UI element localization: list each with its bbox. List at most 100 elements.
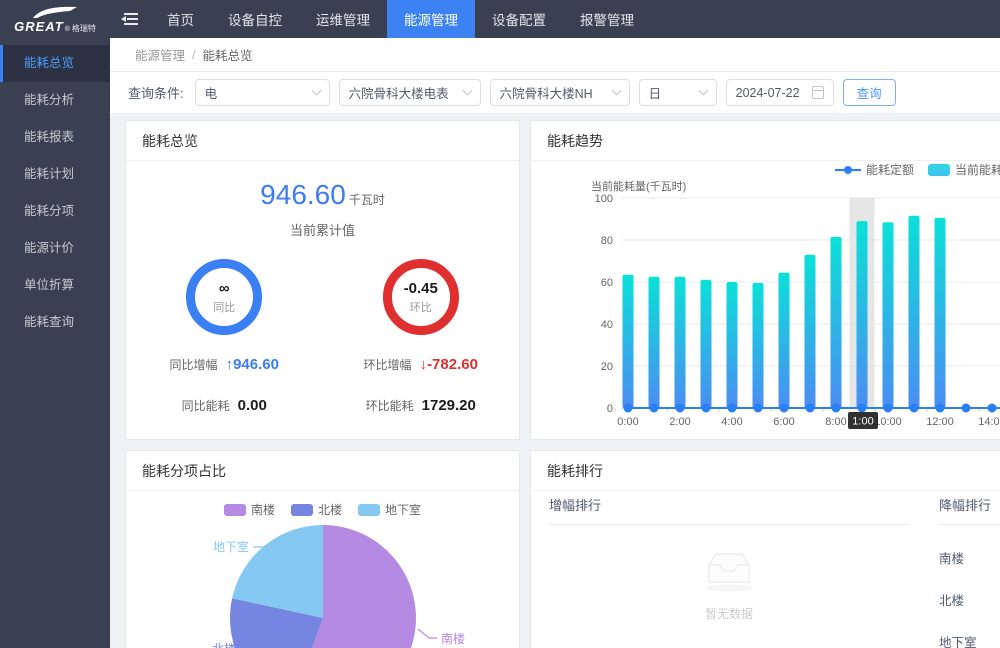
quota-line-icon [835, 165, 861, 175]
query-select-3[interactable]: 日 [639, 79, 717, 106]
svg-text:20: 20 [601, 361, 613, 373]
query-select-2[interactable]: 六院骨科大楼NH [490, 79, 630, 106]
trend-card-title: 能耗趋势 [531, 121, 1000, 161]
brand-name: GREAT [14, 19, 64, 34]
empty-state: 暂无数据 [549, 547, 909, 622]
chevron-down-icon [611, 86, 621, 96]
legend-swatch-icon [224, 504, 246, 516]
mom-energy-label: 环比能耗 [366, 397, 414, 414]
yoy-growth-label: 同比增幅 [170, 356, 218, 373]
nav-item-4[interactable]: 设备配置 [475, 0, 563, 38]
rank-item-0[interactable]: 南楼 [939, 548, 1000, 567]
sidebar-item-2[interactable]: 能耗报表 [0, 119, 110, 156]
rank-item-2[interactable]: 地下室 [939, 632, 1000, 648]
mom-growth-label: 环比增幅 [364, 356, 412, 373]
svg-text:14:00: 14:00 [978, 416, 1000, 428]
collapse-menu-icon [120, 11, 140, 27]
sidebar-collapse-button[interactable] [110, 0, 150, 38]
decrease-rank-section: 降幅排行 南楼北楼地下室 [939, 495, 1000, 648]
top-nav: 首页设备自控运维管理能源管理设备配置报警管理 [150, 0, 651, 38]
svg-text:10:00: 10:00 [874, 416, 902, 428]
svg-text:60: 60 [601, 277, 613, 289]
query-select-1[interactable]: 六院骨科大楼电表 [339, 79, 481, 106]
calendar-icon [812, 86, 824, 99]
query-select-0[interactable]: 电 [195, 79, 330, 106]
sidebar-item-6[interactable]: 单位折算 [0, 267, 110, 304]
svg-text:南楼: 南楼 [441, 631, 465, 646]
svg-text:80: 80 [601, 235, 613, 247]
breadcrumb-separator: / [192, 48, 195, 62]
svg-text:0:00: 0:00 [617, 416, 638, 428]
dashboard-content: 能耗总览 946.60千瓦时 当前累计值 ∞ 同比 [110, 114, 1000, 648]
nav-item-2[interactable]: 运维管理 [299, 0, 387, 38]
yoy-energy-label: 同比能耗 [182, 397, 230, 414]
legend-item-current[interactable]: 当前能耗 [928, 161, 1000, 178]
pie-chart[interactable]: 南楼北楼 地下室 [126, 518, 519, 648]
chevron-down-icon [462, 86, 472, 96]
energy-trend-card: 能耗趋势 能耗定额 当前能耗 当前能耗量(千瓦时) 0204060801000:… [530, 120, 1000, 440]
svg-text:8:00: 8:00 [825, 416, 846, 428]
svg-text:4:00: 4:00 [721, 416, 742, 428]
sidebar-item-1[interactable]: 能耗分析 [0, 82, 110, 119]
svg-text:6:00: 6:00 [773, 416, 794, 428]
breadcrumb-root[interactable]: 能源管理 [135, 45, 185, 64]
brand-logo: GREAT ® 格瑞特 [0, 0, 110, 38]
increase-rank-title: 增幅排行 [549, 495, 909, 525]
sidebar-item-4[interactable]: 能耗分项 [0, 193, 110, 230]
brand-name-cn: 格瑞特 [72, 23, 96, 34]
pie-card-title: 能耗分项占比 [126, 451, 519, 491]
mom-ring-label: 环比 [410, 299, 432, 315]
main-area: 能源管理 / 能耗总览 查询条件: 电六院骨科大楼电表六院骨科大楼NH日 202… [110, 38, 1000, 648]
nav-item-0[interactable]: 首页 [150, 0, 211, 38]
sidebar-item-0[interactable]: 能耗总览 [0, 45, 110, 82]
rank-item-1[interactable]: 北楼 [939, 590, 1000, 609]
current-total-unit: 千瓦时 [349, 193, 385, 207]
svg-text:12:00: 12:00 [926, 416, 954, 428]
query-conditions-label: 查询条件: [128, 83, 184, 102]
yoy-growth-value: ↑946.60 [226, 356, 279, 373]
legend-item-quota[interactable]: 能耗定额 [835, 161, 914, 178]
trend-y-axis-title: 当前能耗量(千瓦时) [591, 178, 686, 194]
mom-ring: -0.45 环比 [383, 259, 459, 335]
mom-ring-value: -0.45 [404, 280, 438, 297]
date-value: 2024-07-22 [736, 86, 800, 100]
chevron-down-icon [311, 86, 321, 96]
svg-text:北楼: 北楼 [212, 641, 236, 648]
energy-share-card: 能耗分项占比 南楼北楼地下室 南楼北楼地下室 [125, 450, 520, 648]
overview-card-title: 能耗总览 [126, 121, 519, 161]
pie-legend-item-2[interactable]: 地下室 [358, 501, 421, 518]
pie-legend-item-1[interactable]: 北楼 [291, 501, 342, 518]
sidebar-item-3[interactable]: 能耗计划 [0, 156, 110, 193]
yoy-ring-label: 同比 [213, 299, 235, 315]
increase-rank-section: 增幅排行 暂无数据 [549, 495, 909, 622]
pie-legend: 南楼北楼地下室 [126, 501, 519, 518]
nav-item-5[interactable]: 报警管理 [563, 0, 651, 38]
trend-chart[interactable]: 0204060801000:002:004:006:008:0010:0012:… [531, 193, 1000, 446]
legend-swatch-icon [291, 504, 313, 516]
energy-rank-card: 能耗排行 增幅排行 暂无数据 降幅排行 南楼北楼地下室 [530, 450, 1000, 648]
svg-text:40: 40 [601, 319, 613, 331]
svg-text:1:00: 1:00 [852, 416, 873, 428]
sidebar-item-7[interactable]: 能耗查询 [0, 304, 110, 341]
date-picker[interactable]: 2024-07-22 [726, 79, 834, 106]
rank-card-title: 能耗排行 [531, 451, 1000, 491]
svg-text:2:00: 2:00 [669, 416, 690, 428]
nav-item-1[interactable]: 设备自控 [211, 0, 299, 38]
breadcrumb-current: 能耗总览 [203, 45, 253, 64]
chevron-down-icon [698, 86, 708, 96]
current-total-value: 946.60 [260, 179, 346, 210]
svg-text:地下室: 地下室 [213, 539, 249, 554]
search-button[interactable]: 查询 [843, 79, 896, 106]
yoy-energy-value: 0.00 [238, 397, 267, 414]
brand-swoosh-icon [32, 6, 78, 19]
yoy-ring-value: ∞ [219, 280, 230, 297]
sidebar-item-5[interactable]: 能源计价 [0, 230, 110, 267]
breadcrumb: 能源管理 / 能耗总览 [110, 38, 1000, 72]
current-total-caption: 当前累计值 [126, 220, 519, 239]
up-arrow-icon: ↑ [226, 356, 234, 373]
pie-legend-item-0[interactable]: 南楼 [224, 501, 275, 518]
empty-state-text: 暂无数据 [705, 605, 753, 622]
nav-item-3[interactable]: 能源管理 [387, 0, 475, 38]
decrease-rank-list: 南楼北楼地下室 [939, 548, 1000, 648]
mom-energy-value: 1729.20 [422, 397, 476, 414]
